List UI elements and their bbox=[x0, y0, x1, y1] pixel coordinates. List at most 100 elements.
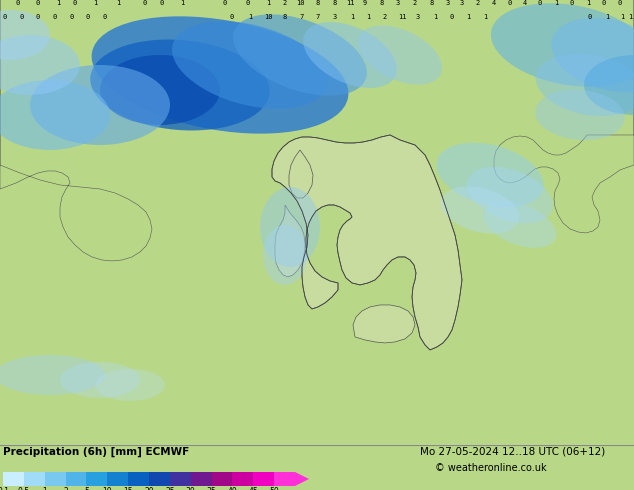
Text: 0: 0 bbox=[20, 14, 24, 20]
Text: 7: 7 bbox=[316, 14, 320, 20]
Text: 1: 1 bbox=[248, 14, 252, 20]
Text: 8: 8 bbox=[316, 0, 320, 6]
Text: 0: 0 bbox=[570, 0, 574, 6]
Ellipse shape bbox=[92, 16, 348, 134]
Bar bbox=[24, 472, 45, 486]
Text: 1: 1 bbox=[350, 14, 354, 20]
Bar bbox=[45, 472, 65, 486]
Bar bbox=[3, 472, 24, 486]
Text: 0: 0 bbox=[73, 0, 77, 6]
Text: 30: 30 bbox=[186, 487, 196, 490]
Text: 0: 0 bbox=[16, 0, 20, 6]
Text: 1: 1 bbox=[466, 14, 470, 20]
Ellipse shape bbox=[263, 225, 307, 285]
Text: 0: 0 bbox=[538, 0, 542, 6]
Bar bbox=[65, 472, 86, 486]
Text: 35: 35 bbox=[207, 487, 216, 490]
Polygon shape bbox=[275, 205, 305, 277]
Text: 3: 3 bbox=[416, 14, 420, 20]
Text: 20: 20 bbox=[144, 487, 154, 490]
Ellipse shape bbox=[552, 18, 634, 92]
Text: 9: 9 bbox=[363, 0, 367, 6]
Ellipse shape bbox=[0, 355, 105, 395]
Ellipse shape bbox=[90, 40, 269, 130]
Text: 0: 0 bbox=[86, 14, 90, 20]
Ellipse shape bbox=[100, 55, 220, 125]
Text: 10: 10 bbox=[103, 487, 112, 490]
Text: © weatheronline.co.uk: © weatheronline.co.uk bbox=[435, 463, 547, 473]
Text: 7: 7 bbox=[300, 14, 304, 20]
Text: 2: 2 bbox=[63, 487, 68, 490]
Text: 0: 0 bbox=[230, 14, 234, 20]
Ellipse shape bbox=[0, 10, 50, 60]
Text: 3: 3 bbox=[446, 0, 450, 6]
Text: 3: 3 bbox=[460, 0, 464, 6]
Polygon shape bbox=[0, 0, 152, 261]
Ellipse shape bbox=[0, 80, 110, 150]
Ellipse shape bbox=[95, 369, 165, 401]
Polygon shape bbox=[0, 0, 634, 157]
Text: 3: 3 bbox=[396, 0, 400, 6]
Text: 11: 11 bbox=[346, 0, 354, 6]
Text: 10: 10 bbox=[295, 0, 304, 6]
Text: 0: 0 bbox=[143, 0, 147, 6]
Text: 8: 8 bbox=[333, 0, 337, 6]
Bar bbox=[149, 472, 170, 486]
Text: 1: 1 bbox=[93, 0, 97, 6]
Ellipse shape bbox=[484, 202, 557, 248]
Text: 0: 0 bbox=[70, 14, 74, 20]
Text: 2: 2 bbox=[283, 0, 287, 6]
Polygon shape bbox=[295, 472, 309, 486]
Bar bbox=[212, 472, 233, 486]
Text: 8: 8 bbox=[430, 0, 434, 6]
Text: 40: 40 bbox=[228, 487, 237, 490]
Bar bbox=[170, 472, 191, 486]
Polygon shape bbox=[289, 150, 313, 198]
Text: 0: 0 bbox=[103, 14, 107, 20]
Text: 0: 0 bbox=[602, 0, 606, 6]
Text: 1: 1 bbox=[180, 0, 184, 6]
Ellipse shape bbox=[491, 3, 634, 87]
Polygon shape bbox=[494, 0, 634, 233]
Ellipse shape bbox=[30, 65, 170, 145]
Text: 2: 2 bbox=[413, 0, 417, 6]
Text: 0: 0 bbox=[508, 0, 512, 6]
Text: 0.5: 0.5 bbox=[18, 487, 30, 490]
Bar bbox=[191, 472, 212, 486]
Bar bbox=[86, 472, 107, 486]
Text: Mo 27-05-2024 12..18 UTC (06+12): Mo 27-05-2024 12..18 UTC (06+12) bbox=[420, 447, 605, 457]
Polygon shape bbox=[353, 305, 415, 343]
Text: 1: 1 bbox=[483, 14, 487, 20]
Bar bbox=[254, 472, 274, 486]
Text: 1: 1 bbox=[116, 0, 120, 6]
Text: 0: 0 bbox=[53, 14, 57, 20]
Bar bbox=[107, 472, 128, 486]
Ellipse shape bbox=[358, 25, 442, 85]
Ellipse shape bbox=[172, 21, 328, 109]
Ellipse shape bbox=[303, 22, 397, 88]
Text: 1: 1 bbox=[605, 14, 609, 20]
Text: 50: 50 bbox=[269, 487, 279, 490]
Text: 0: 0 bbox=[450, 14, 454, 20]
Text: 1: 1 bbox=[628, 14, 632, 20]
Polygon shape bbox=[0, 365, 634, 445]
Polygon shape bbox=[272, 135, 462, 350]
Text: 0: 0 bbox=[588, 14, 592, 20]
Text: 1: 1 bbox=[266, 0, 270, 6]
Bar bbox=[233, 472, 254, 486]
Ellipse shape bbox=[260, 187, 320, 267]
Text: 0: 0 bbox=[36, 0, 40, 6]
Ellipse shape bbox=[584, 55, 634, 115]
Text: 15: 15 bbox=[124, 487, 133, 490]
Ellipse shape bbox=[467, 167, 553, 223]
Text: Precipitation (6h) [mm] ECMWF: Precipitation (6h) [mm] ECMWF bbox=[3, 447, 190, 457]
Text: 1: 1 bbox=[620, 14, 624, 20]
Ellipse shape bbox=[0, 35, 80, 95]
Text: 1: 1 bbox=[366, 14, 370, 20]
Text: 0: 0 bbox=[3, 14, 7, 20]
Text: 8: 8 bbox=[380, 0, 384, 6]
Ellipse shape bbox=[60, 362, 140, 398]
Text: 4: 4 bbox=[492, 0, 496, 6]
Text: 0: 0 bbox=[36, 14, 40, 20]
Text: 1: 1 bbox=[56, 0, 60, 6]
